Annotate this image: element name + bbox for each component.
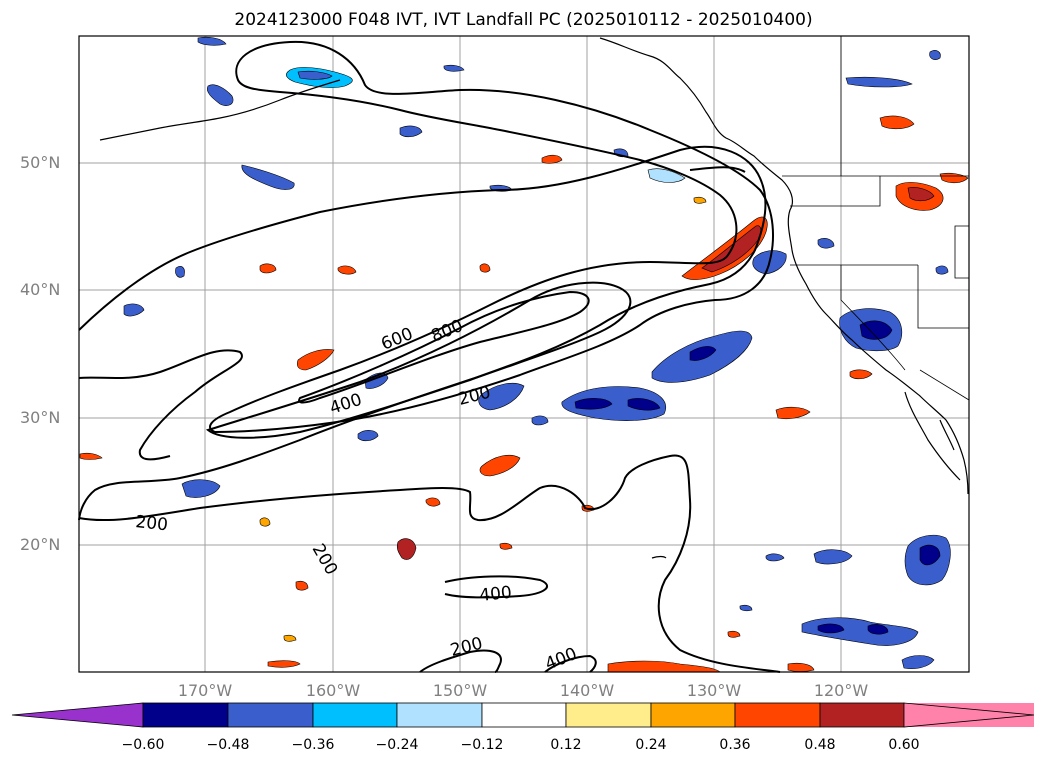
colorbar-bin [819,702,905,728]
colorbar-bin [650,702,736,728]
contour-labels: 200 200 400 600 800 200 400 200 400 [134,316,579,675]
colorbar-tick-label: 0.36 [719,737,751,753]
lon-label: 160°W [305,681,361,700]
map-title: 2024123000 F048 IVT, IVT Landfall PC (20… [234,10,813,30]
lat-label: 40°N [20,280,61,299]
colorbar-extend-high [903,702,1035,728]
colorbar [11,702,1035,728]
colorbar-tick-label: 0.24 [635,737,667,753]
contour-label: 200 [134,512,168,535]
lon-label: 150°W [432,681,488,700]
colorbar-bin [734,702,821,728]
colorbar-bin [565,702,652,728]
colorbar-tick-label: −0.36 [291,737,335,753]
map-background [79,36,969,672]
lon-label: 140°W [559,681,615,700]
contour-label: 400 [478,583,512,606]
colorbar-bin [312,702,398,728]
map-frame [78,35,970,673]
colorbar-tick-label: −0.60 [121,737,165,753]
lat-label: 30°N [20,408,61,427]
colorbar-tick-label: −0.24 [375,737,419,753]
lon-label: 120°W [813,681,869,700]
colorbar-tick-label: −0.48 [206,737,250,753]
colorbar-extend-low [11,702,144,728]
ivt-contours [78,40,781,673]
coastlines [99,37,969,559]
negative-anomaly-patches [123,36,951,670]
colorbar-tick-label: 0.48 [804,737,836,753]
colorbar-tick-label: 0.60 [888,737,920,753]
colorbar-bin [142,702,229,728]
colorbar-tick-label: −0.12 [460,737,504,753]
lon-label: 130°W [686,681,742,700]
colorbar-bin [481,702,567,728]
political-boundaries [782,36,970,401]
colorbar-tick-label: 0.12 [550,737,582,753]
colorbar-bin [396,702,483,728]
colorbar-bin [227,702,314,728]
lat-label: 20°N [20,535,61,554]
lon-label: 170°W [177,681,233,700]
lat-label: 50°N [20,153,61,172]
